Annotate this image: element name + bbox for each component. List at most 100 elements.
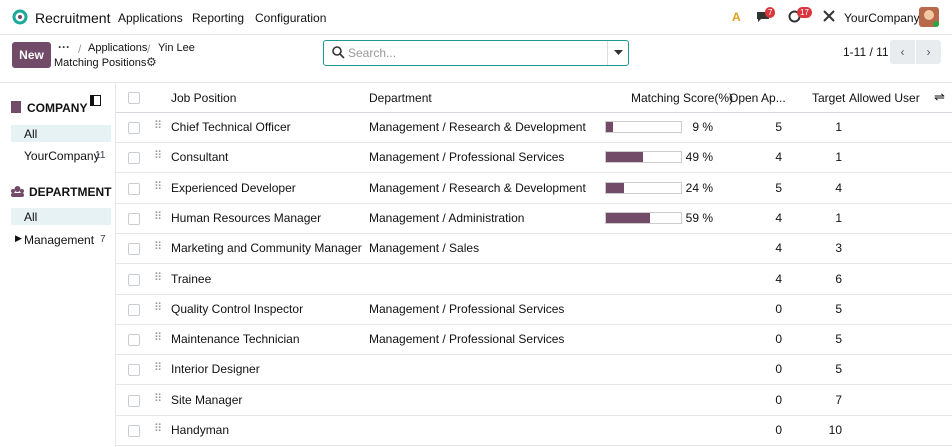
target: 10: [828, 423, 842, 437]
search-box[interactable]: Search...: [323, 40, 629, 66]
job-position: Interior Designer: [171, 362, 260, 377]
drag-handle[interactable]: ⠿: [154, 423, 162, 435]
target: 7: [835, 392, 842, 407]
drag-handle[interactable]: ⠿: [154, 362, 162, 375]
breadcrumb[interactable]: Applications: [88, 42, 148, 54]
breadcrumb-menu[interactable]: ···: [58, 40, 70, 54]
search-placeholder: Search...: [348, 46, 397, 60]
drag-handle[interactable]: ⠿: [154, 150, 162, 163]
table-row[interactable]: ⠿ Handyman 0 10: [116, 415, 952, 446]
row-checkbox[interactable]: [128, 122, 140, 134]
search-toggle[interactable]: [607, 41, 629, 65]
column-header[interactable]: Job Position: [171, 91, 237, 105]
job-position: Human Resources Manager: [171, 210, 322, 225]
column-header[interactable]: Department: [369, 91, 432, 105]
filter-label[interactable]: YourCompany: [24, 149, 100, 163]
filter-active[interactable]: All: [11, 125, 111, 142]
ai-icon[interactable]: A: [732, 10, 741, 24]
section-title: DEPARTMENT: [29, 185, 112, 199]
job-position: Consultant: [171, 150, 229, 165]
department: Management / Sales: [369, 241, 480, 256]
column-header[interactable]: Matching Score(%): [631, 91, 734, 105]
row-checkbox[interactable]: [128, 303, 140, 316]
drag-handle[interactable]: ⠿: [154, 392, 162, 405]
target: 4: [835, 180, 842, 195]
select-all[interactable]: [128, 92, 140, 104]
filter-label: All: [24, 210, 38, 224]
table-row[interactable]: ⠿ Interior Designer 0 5: [116, 354, 952, 386]
job-position: Handyman: [171, 423, 230, 437]
open-applications: 0: [775, 332, 782, 347]
table-header: Job Position Department Matching Score(%…: [116, 82, 952, 113]
drag-handle[interactable]: ⠿: [154, 241, 162, 254]
open-applications: 5: [775, 180, 782, 195]
section-title: COMPANY: [27, 101, 88, 115]
table-row[interactable]: ⠿ Human Resources Manager Management / Adm…: [116, 203, 952, 234]
column-header[interactable]: Open Ap...: [729, 91, 786, 105]
job-position: Quality Control Inspector: [171, 301, 304, 316]
settings-icon[interactable]: ⚙: [146, 55, 157, 69]
collapse-icon[interactable]: [90, 95, 101, 106]
drag-handle[interactable]: ⠿: [154, 180, 162, 193]
table-row[interactable]: ⠿ Experienced Developer Management / Resea…: [116, 173, 952, 204]
menu[interactable]: Applications: [118, 11, 183, 25]
next-button[interactable]: ›: [916, 40, 941, 64]
progress-track: [605, 121, 682, 133]
optional-columns[interactable]: ⇌: [934, 89, 945, 104]
table-row[interactable]: ⠿ Maintenance Technician Management / Prof…: [116, 324, 952, 356]
column-header[interactable]: Target: [812, 91, 846, 105]
target: 5: [835, 362, 842, 377]
search-icon: [332, 46, 345, 59]
open-applications: 4: [775, 210, 782, 225]
progress-label: 24 %: [685, 180, 713, 195]
new-button[interactable]: New: [12, 42, 51, 68]
filter-label[interactable]: Management: [24, 233, 95, 247]
table-row[interactable]: ⠿ Quality Control Inspector Management / P…: [116, 294, 952, 325]
row-checkbox[interactable]: [128, 425, 140, 437]
target: 1: [835, 120, 842, 134]
company-switch[interactable]: YourCompany: [844, 11, 920, 25]
debug-icon[interactable]: [823, 10, 835, 22]
progress-bar: [606, 212, 651, 223]
table-row[interactable]: ⠿ Site Manager 0 7: [116, 385, 952, 416]
department: Management / Research & Development: [369, 120, 586, 134]
row-checkbox[interactable]: [128, 212, 140, 225]
row-checkbox[interactable]: [128, 364, 140, 377]
app-name[interactable]: Recruitment: [35, 10, 111, 26]
separator: /: [78, 42, 82, 56]
row-checkbox[interactable]: [128, 394, 140, 407]
row-checkbox[interactable]: [128, 273, 140, 286]
filter-label: All: [24, 127, 38, 141]
activities-badge: 17: [797, 7, 812, 18]
row-checkbox[interactable]: [128, 243, 140, 256]
filter-active[interactable]: All: [11, 208, 111, 225]
drag-handle[interactable]: ⠿: [154, 271, 162, 284]
breadcrumb[interactable]: Yin Lee: [158, 42, 195, 54]
column-header[interactable]: Allowed User: [849, 91, 920, 105]
app-icon: [12, 9, 28, 25]
open-applications: 0: [775, 423, 782, 437]
table-row[interactable]: ⠿ Consultant Management / Professional Ser…: [116, 142, 952, 174]
avatar[interactable]: [919, 7, 939, 27]
menu[interactable]: Reporting: [192, 11, 245, 25]
navbar: Recruitment Applications Reporting Confi…: [0, 0, 952, 35]
row-checkbox[interactable]: [128, 152, 140, 165]
table-row[interactable]: ⠿ Trainee 4 6: [116, 264, 952, 295]
prev-button[interactable]: ‹: [890, 40, 915, 64]
drag-handle[interactable]: ⠿: [154, 210, 162, 223]
table-row[interactable]: ⠿ Chief Technical Officer Management / Res…: [116, 112, 952, 143]
department: Management / Professional Services: [369, 301, 565, 316]
drag-handle[interactable]: ⠿: [154, 120, 162, 132]
row-checkbox[interactable]: [128, 334, 140, 347]
control-panel: New ··· / Applications / Yin Lee Matchin…: [0, 34, 952, 83]
job-position: Marketing and Community Manager: [171, 241, 362, 256]
progress-track: [605, 211, 682, 224]
expand-caret[interactable]: ▶: [15, 233, 22, 243]
department: Management / Administration: [369, 210, 525, 225]
target: 6: [835, 271, 842, 286]
table-row[interactable]: ⠿ Marketing and Community Manager Manageme…: [116, 233, 952, 265]
menu[interactable]: Configuration: [255, 11, 327, 25]
drag-handle[interactable]: ⠿: [154, 332, 162, 345]
drag-handle[interactable]: ⠿: [154, 301, 162, 314]
row-checkbox[interactable]: [128, 182, 140, 195]
